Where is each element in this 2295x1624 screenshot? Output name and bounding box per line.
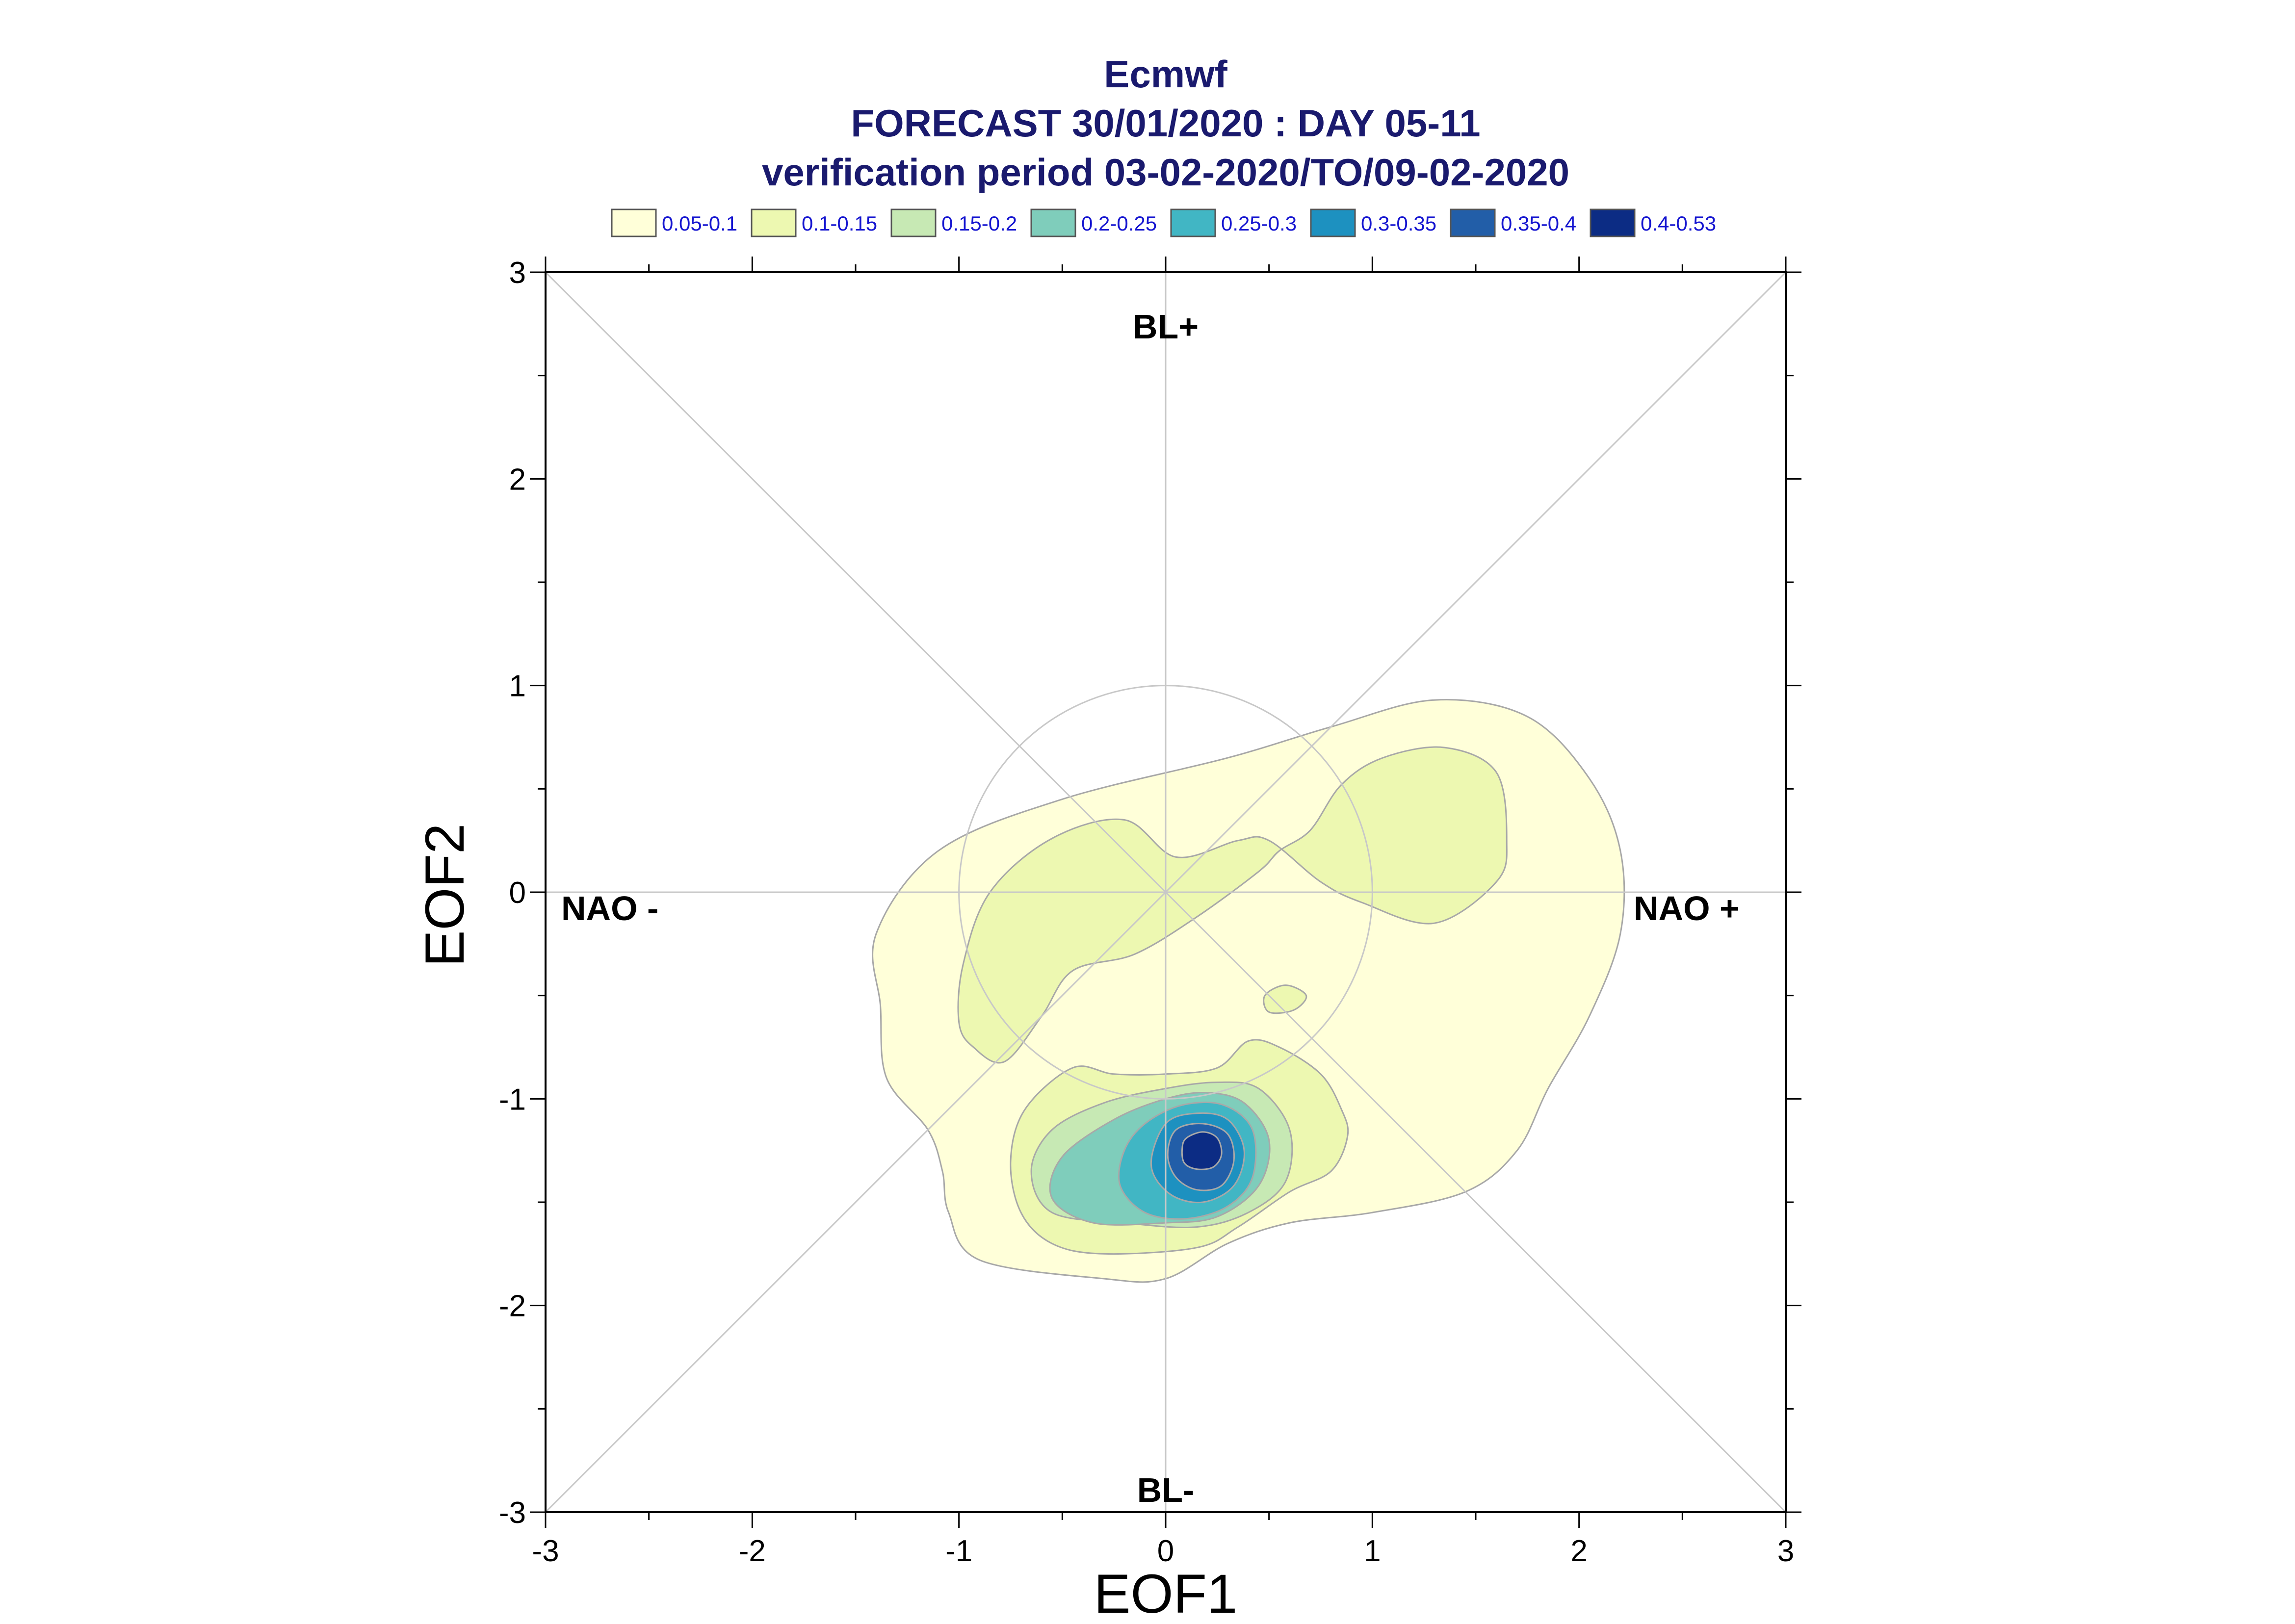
reference-lines [545, 271, 1787, 1513]
regime-label-bottom: BL- [1137, 1471, 1195, 1509]
legend-label: 0.25-0.3 [1221, 212, 1297, 235]
x-tick-label: -1 [945, 1534, 972, 1568]
y-tick-label: 1 [509, 670, 526, 703]
density-contour [1181, 1131, 1223, 1170]
x-tick-label: -3 [532, 1534, 559, 1568]
regime-label-top: BL+ [1133, 308, 1199, 346]
title-line-3: verification period 03-02-2020/TO/09-02-… [762, 151, 1569, 194]
tick-labels: -3 -2 -1 0 1 2 3 3 2 1 0 -1 -2 -3 [499, 256, 1794, 1568]
unit-circle [958, 685, 1373, 1100]
legend-swatch [611, 208, 657, 237]
legend-label: 0.4-0.53 [1641, 212, 1716, 235]
density-contours [872, 699, 1625, 1283]
title-line-1: Ecmwf [1104, 52, 1227, 96]
x-tick-label: 1 [1364, 1534, 1381, 1568]
legend-swatch [1590, 208, 1636, 237]
x-tick-label: 2 [1570, 1534, 1587, 1568]
x-tick-label: 0 [1157, 1534, 1174, 1568]
y-tick-label: -3 [499, 1496, 526, 1530]
legend-swatch [1030, 208, 1076, 237]
legend-swatch [890, 208, 937, 237]
legend-label: 0.35-0.4 [1501, 212, 1576, 235]
title-line-2: FORECAST 30/01/2020 : DAY 05-11 [851, 102, 1480, 145]
legend-label: 0.2-0.25 [1081, 212, 1157, 235]
density-contour [1263, 984, 1307, 1014]
density-contour [957, 746, 1508, 1064]
legend-swatch [751, 208, 797, 237]
regime-label-left: NAO - [561, 889, 658, 928]
y-tick-label: 3 [509, 256, 526, 290]
chart-title: Ecmwf FORECAST 30/01/2020 : DAY 05-11 ve… [762, 52, 1569, 194]
legend-label: 0.1-0.15 [802, 212, 877, 235]
y-tick-label: -1 [499, 1083, 526, 1116]
legend-swatch [1310, 208, 1356, 237]
y-tick-label: 2 [509, 463, 526, 496]
legend-label: 0.15-0.2 [941, 212, 1017, 235]
plot-area: -3 -2 -1 0 1 2 3 3 2 1 0 -1 -2 -3 BL+ BL- NAO - NAO +… [414, 256, 1801, 1624]
regime-label-right: NAO + [1634, 889, 1740, 928]
y-axis-title: EOF2 [414, 824, 475, 967]
legend-label: 0.05-0.1 [662, 212, 737, 235]
legend-label: 0.3-0.35 [1361, 212, 1436, 235]
x-axis-title: EOF1 [1094, 1563, 1238, 1624]
axis-ticks [530, 257, 1801, 1528]
legend: 0.05-0.1 0.1-0.15 0.15-0.2 0.2-0.25 0.25-0.3… [611, 208, 1716, 237]
legend-swatch [1170, 208, 1216, 237]
x-tick-label: -2 [739, 1534, 766, 1568]
y-tick-label: -2 [499, 1289, 526, 1323]
x-tick-label: 3 [1777, 1534, 1794, 1568]
legend-swatch [1450, 208, 1496, 237]
y-tick-label: 0 [509, 876, 526, 910]
regime-labels: BL+ BL- NAO - NAO + [561, 308, 1740, 1509]
